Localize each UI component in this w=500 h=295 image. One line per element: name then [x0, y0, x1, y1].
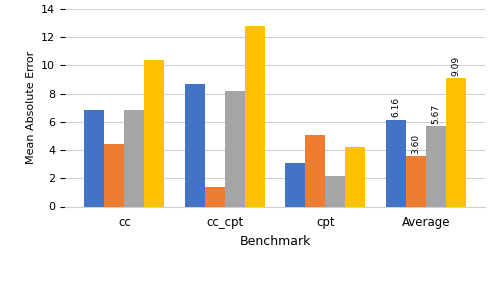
Bar: [124, 111, 144, 206]
Bar: [406, 156, 425, 206]
Bar: [84, 111, 104, 206]
Text: 9.09: 9.09: [452, 56, 460, 76]
Bar: [144, 60, 165, 206]
Bar: [325, 176, 345, 206]
Bar: [346, 147, 366, 206]
Bar: [184, 84, 204, 206]
Y-axis label: Mean Absolute Error: Mean Absolute Error: [26, 51, 36, 164]
Bar: [204, 187, 225, 206]
Bar: [386, 119, 406, 206]
Bar: [225, 91, 245, 206]
Text: 6.16: 6.16: [391, 97, 400, 117]
Bar: [305, 135, 325, 206]
Bar: [104, 144, 124, 206]
Bar: [426, 127, 446, 206]
X-axis label: Benchmark: Benchmark: [240, 235, 310, 248]
Text: 3.60: 3.60: [411, 133, 420, 154]
Bar: [446, 78, 466, 206]
Bar: [285, 163, 305, 206]
Bar: [245, 27, 265, 206]
Text: 5.67: 5.67: [432, 104, 440, 124]
